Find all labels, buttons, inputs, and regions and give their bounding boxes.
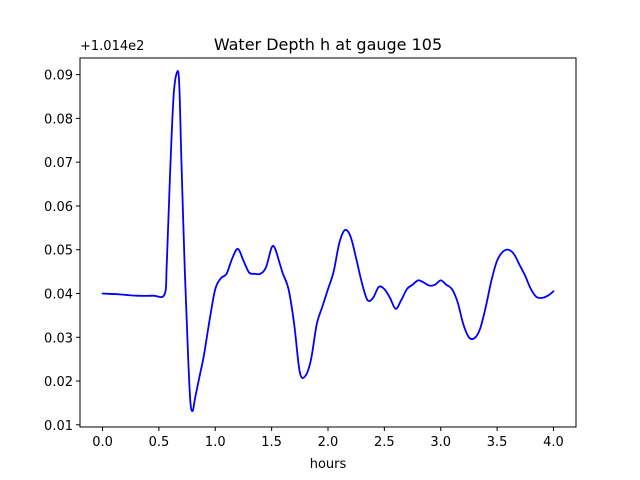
y-tick-label: 0.07 — [44, 156, 73, 171]
x-tick-label: 1.5 — [261, 435, 282, 450]
y-tick-label: 0.09 — [44, 69, 73, 84]
x-tick-label: 4.0 — [543, 435, 564, 450]
y-tick-label: 0.02 — [44, 375, 73, 390]
y-tick-label: 0.04 — [44, 287, 73, 302]
chart-title: Water Depth h at gauge 105 — [214, 35, 442, 54]
y-tick-label: 0.05 — [44, 244, 73, 259]
y-axis-offset-label: +1.014e2 — [80, 39, 144, 54]
y-tick-label: 0.06 — [44, 200, 73, 215]
y-tick-label: 0.01 — [44, 419, 73, 434]
y-tick-label: 0.08 — [44, 112, 73, 127]
x-tick-label: 2.5 — [374, 435, 395, 450]
x-tick-label: 0.0 — [92, 435, 113, 450]
x-tick-label: 3.5 — [487, 435, 508, 450]
x-tick-label: 2.0 — [318, 435, 339, 450]
y-tick-label: 0.03 — [44, 331, 73, 346]
x-tick-label: 3.0 — [430, 435, 451, 450]
x-axis-label: hours — [310, 457, 347, 472]
x-tick-label: 1.0 — [205, 435, 226, 450]
x-tick-label: 0.5 — [149, 435, 170, 450]
